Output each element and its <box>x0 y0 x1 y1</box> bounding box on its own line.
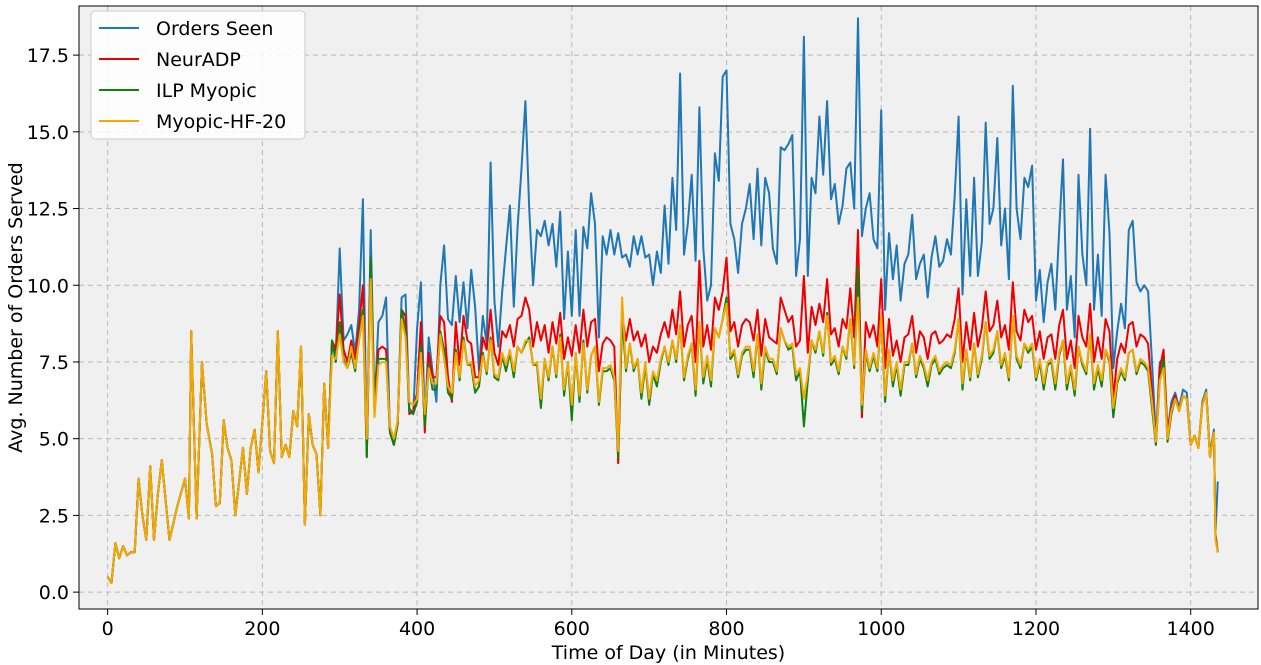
series-line-myopic-hf-20 <box>106 278 1219 584</box>
series-lines <box>106 17 1219 584</box>
x-tick-label: 1000 <box>857 618 905 640</box>
y-tick-label: 17.5 <box>27 45 69 67</box>
x-tick-label: 0 <box>102 618 114 640</box>
y-tick-label: 15.0 <box>27 122 69 144</box>
legend-label: NeurADP <box>156 49 241 71</box>
plot-frame <box>78 5 1259 610</box>
y-tick-label: 7.5 <box>39 352 69 374</box>
x-axis: 0 200 400 600 800 1000 1200 1400 <box>102 609 1215 640</box>
y-tick-label: 12.5 <box>27 199 69 221</box>
legend-label: Orders Seen <box>156 18 273 40</box>
y-axis-label: Avg. Number of Orders Served <box>5 162 27 452</box>
legend-label: ILP Myopic <box>156 80 257 102</box>
y-tick-label: 0.0 <box>39 582 69 604</box>
y-tick-label: 5.0 <box>39 429 69 451</box>
legend-box <box>90 10 306 140</box>
x-tick-label: 200 <box>244 618 280 640</box>
x-tick-label: 600 <box>554 618 590 640</box>
y-tick-label: 2.5 <box>39 505 69 527</box>
x-axis-label: Time of Day (in Minutes) <box>551 642 785 664</box>
y-axis: 0.0 2.5 5.0 7.5 10.0 12.5 15.0 17.5 <box>27 45 79 604</box>
x-tick-label: 1200 <box>1012 618 1060 640</box>
legend-label: Myopic-HF-20 <box>156 111 286 133</box>
x-tick-label: 800 <box>708 618 744 640</box>
y-tick-label: 10.0 <box>27 275 69 297</box>
legend: Orders Seen NeurADP ILP Myopic Myopic-HF-20 <box>90 10 306 140</box>
x-tick-label: 1400 <box>1167 618 1215 640</box>
x-tick-label: 400 <box>399 618 435 640</box>
